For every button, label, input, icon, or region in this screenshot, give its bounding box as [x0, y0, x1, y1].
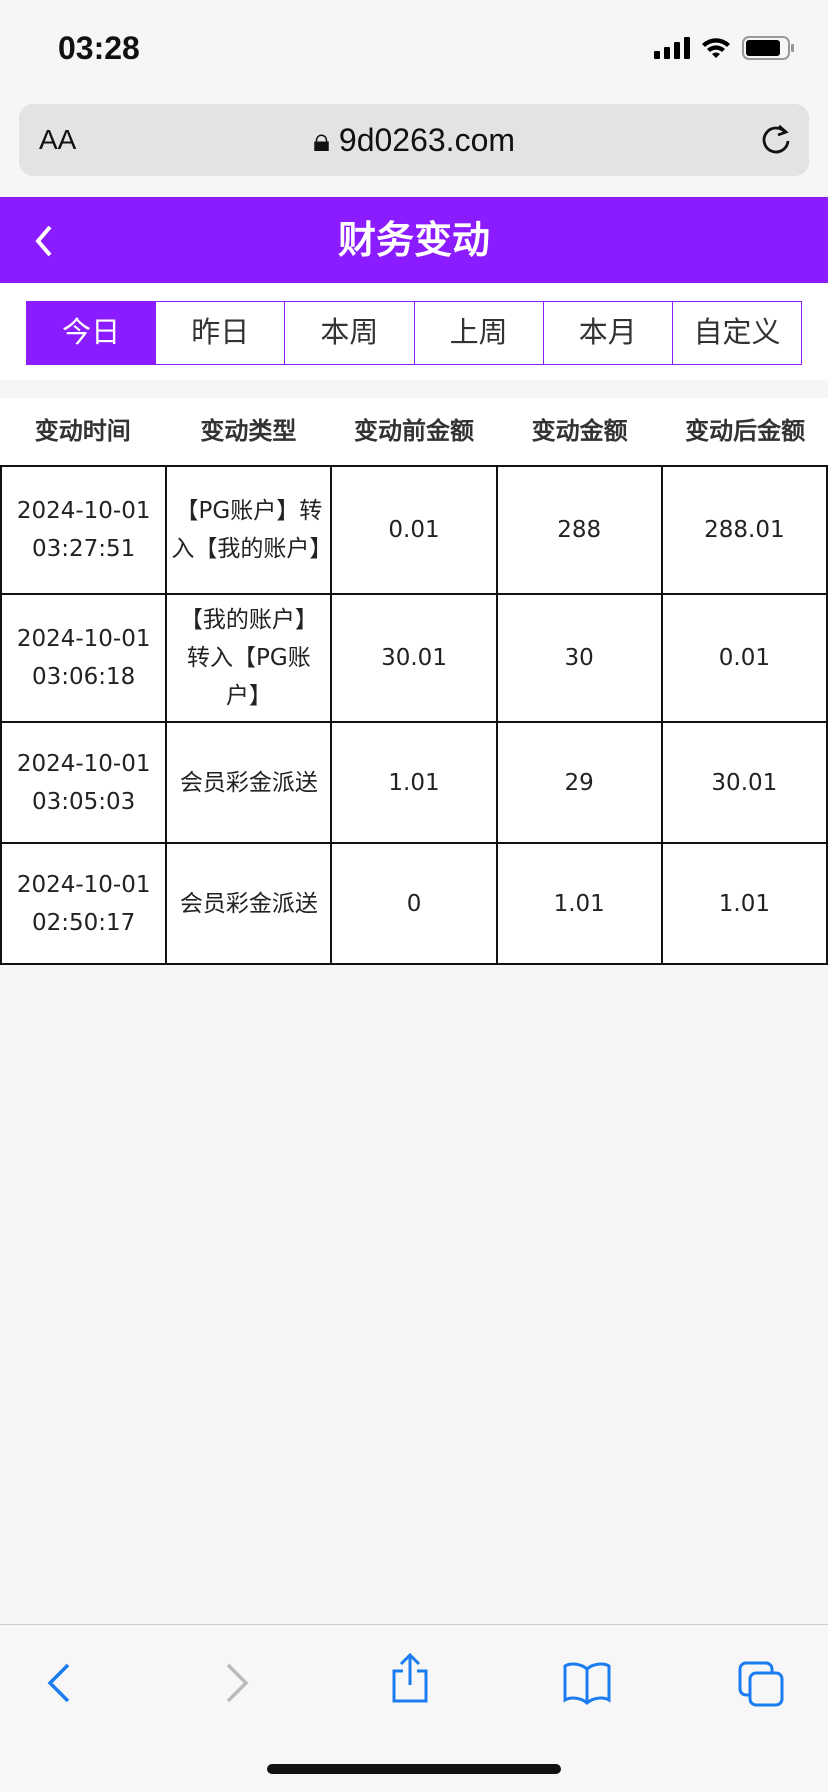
date-filter-tabs: 今日 昨日 本周 上周 本月 自定义	[26, 301, 802, 365]
table-row: 2024-10-01 02:50:17 会员彩金派送 0 1.01 1.01	[0, 842, 828, 965]
tab-last-week[interactable]: 上周	[413, 302, 543, 364]
text-size-button[interactable]: AA	[39, 124, 77, 155]
date: 2024-10-01	[16, 871, 151, 898]
status-bar: 03:28	[0, 0, 828, 100]
column-header: 变动后金额	[685, 417, 806, 445]
table-header: 变动时间 变动类型 变动前金额 变动金额 变动后金额	[0, 398, 828, 465]
tab-custom[interactable]: 自定义	[671, 302, 802, 364]
cell-before: 30.01	[330, 593, 498, 723]
wifi-icon	[702, 38, 730, 58]
address-bar[interactable]: AA 🔒︎ 9d0263.com	[19, 104, 809, 176]
cell-type: 【我的账户】转入【PG账户】	[165, 593, 333, 723]
table-row: 2024-10-01 03:05:03 会员彩金派送 1.01 29 30.01	[0, 721, 828, 844]
column-header: 变动时间	[34, 417, 131, 445]
cell-time: 2024-10-01 03:05:03	[0, 721, 168, 844]
page-title: 财务变动	[337, 218, 490, 262]
forward-nav-icon[interactable]	[222, 1661, 252, 1705]
tab-today[interactable]: 今日	[27, 302, 156, 364]
date: 2024-10-01	[16, 750, 151, 777]
back-icon[interactable]	[32, 221, 56, 261]
date: 2024-10-01	[16, 498, 151, 524]
tabs-icon[interactable]	[738, 1661, 786, 1707]
bookmarks-icon[interactable]	[562, 1661, 612, 1705]
tab-this-week[interactable]: 本周	[284, 302, 414, 364]
cell-amount: 29	[495, 721, 663, 844]
column-header: 变动金额	[531, 417, 628, 445]
time: 03:06:18	[32, 664, 136, 690]
back-nav-icon[interactable]	[44, 1661, 74, 1705]
cell-time: 2024-10-01 03:27:51	[0, 465, 168, 595]
time: 02:50:17	[32, 909, 136, 936]
column-header: 变动类型	[200, 417, 297, 445]
cell-before: 0.01	[330, 465, 498, 595]
tab-this-month[interactable]: 本月	[542, 302, 672, 364]
lock-icon: 🔒︎	[312, 122, 330, 158]
url-text: 9d0263.com	[338, 122, 516, 158]
cell-before: 0	[330, 842, 498, 965]
clock: 03:28	[58, 30, 140, 66]
cell-before: 1.01	[330, 721, 498, 844]
cell-amount: 288	[495, 465, 663, 595]
date: 2024-10-01	[16, 626, 151, 652]
cell-amount: 1.01	[495, 842, 663, 965]
cell-after: 0.01	[660, 593, 828, 723]
cell-time: 2024-10-01 02:50:17	[0, 842, 168, 965]
cell-type: 会员彩金派送	[165, 721, 333, 844]
table-row: 2024-10-01 03:06:18 【我的账户】转入【PG账户】 30.01 …	[0, 593, 828, 723]
transactions-table: 2024-10-01 03:27:51 【PG账户】转入【我的账户】 0.01 2…	[0, 465, 828, 965]
time: 03:05:03	[32, 788, 136, 815]
cell-type: 会员彩金派送	[165, 842, 333, 965]
battery-icon	[742, 36, 794, 60]
time: 03:27:51	[32, 536, 136, 562]
cell-after: 1.01	[660, 842, 828, 965]
cell-after: 288.01	[660, 465, 828, 595]
table-row: 2024-10-01 03:27:51 【PG账户】转入【我的账户】 0.01 2…	[0, 465, 828, 595]
home-indicator	[267, 1764, 561, 1774]
share-icon[interactable]	[390, 1653, 430, 1703]
cell-time: 2024-10-01 03:06:18	[0, 593, 168, 723]
column-header: 变动前金额	[353, 417, 474, 445]
cell-type: 【PG账户】转入【我的账户】	[165, 465, 333, 595]
cell-after: 30.01	[660, 721, 828, 844]
page-header: 财务变动	[0, 197, 828, 283]
cell-amount: 30	[495, 593, 663, 723]
tab-yesterday[interactable]: 昨日	[155, 302, 285, 364]
signal-icon	[654, 37, 690, 59]
reload-icon[interactable]	[759, 122, 793, 156]
